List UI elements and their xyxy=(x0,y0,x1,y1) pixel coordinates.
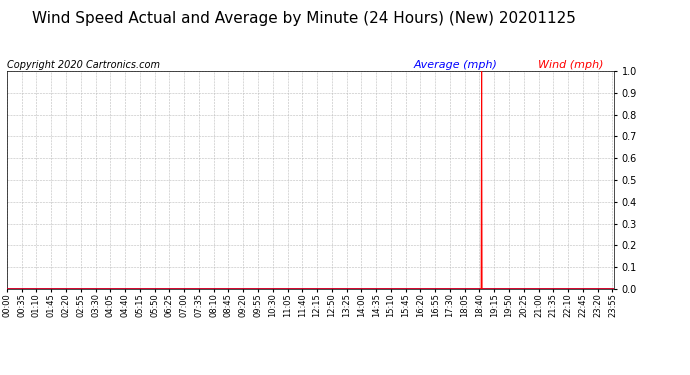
Text: Wind (mph): Wind (mph) xyxy=(538,60,604,70)
Text: Wind Speed Actual and Average by Minute (24 Hours) (New) 20201125: Wind Speed Actual and Average by Minute … xyxy=(32,11,575,26)
Text: Average (mph): Average (mph) xyxy=(414,60,498,70)
Text: Copyright 2020 Cartronics.com: Copyright 2020 Cartronics.com xyxy=(7,60,160,70)
